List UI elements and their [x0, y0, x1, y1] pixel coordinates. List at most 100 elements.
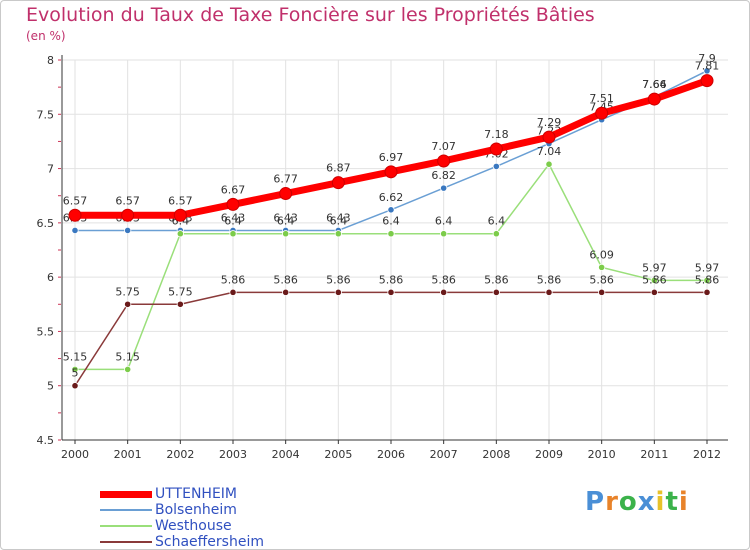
data-point [650, 276, 658, 284]
data-label: 5.15 [115, 350, 140, 363]
data-label: 6.57 [63, 194, 88, 207]
y-tick-label: 6 [47, 271, 54, 284]
data-label: 5.86 [642, 273, 667, 286]
x-tick-label: 2011 [640, 448, 668, 461]
data-label: 6.4 [488, 215, 506, 228]
y-tick-label: 7.5 [37, 108, 55, 121]
proxiti-logo: Proxiti [585, 487, 689, 517]
data-point [700, 74, 714, 88]
data-label: 6.77 [273, 173, 298, 186]
x-tick-label: 2004 [272, 448, 300, 461]
x-tick-label: 2005 [324, 448, 352, 461]
data-point [492, 162, 500, 170]
data-label: 6.57 [168, 194, 193, 207]
data-label: 7.64 [642, 78, 667, 91]
data-label: 5.86 [589, 273, 614, 286]
data-label: 5.86 [484, 273, 509, 286]
data-label: 5.86 [273, 273, 298, 286]
data-point [440, 288, 448, 296]
legend-label: UTTENHEIM [155, 486, 238, 502]
data-label: 7.18 [484, 128, 509, 141]
data-point [598, 288, 606, 296]
data-label: 7.51 [589, 92, 614, 105]
x-tick-label: 2003 [219, 448, 247, 461]
data-point [331, 176, 345, 190]
data-point [71, 382, 79, 390]
data-label: 6.82 [431, 169, 456, 182]
data-point [124, 300, 132, 308]
data-point [226, 197, 240, 211]
data-label: 5.86 [431, 273, 456, 286]
x-tick-label: 2009 [535, 448, 563, 461]
logo-letter: x [637, 487, 656, 517]
data-point [598, 263, 606, 271]
y-tick-label: 5.5 [37, 325, 55, 338]
legend-label: Westhouse [155, 518, 232, 534]
data-label: 6.43 [221, 211, 246, 224]
data-point [384, 165, 398, 179]
data-point [173, 208, 187, 222]
data-label: 6.09 [589, 248, 614, 261]
data-point [545, 160, 553, 168]
data-point [440, 184, 448, 192]
legend-swatch [100, 509, 152, 511]
data-point [229, 288, 237, 296]
logo-letter: r [605, 487, 619, 517]
data-point [387, 206, 395, 214]
data-label: 7.07 [431, 140, 456, 153]
data-point [71, 226, 79, 235]
data-label: 7.9 [698, 52, 716, 65]
logo-letter: P [585, 487, 606, 517]
data-label: 5.75 [168, 285, 193, 298]
data-point [703, 288, 711, 296]
data-label: 6.87 [326, 162, 351, 175]
data-label: 5.86 [379, 273, 404, 286]
data-point [334, 230, 342, 238]
data-label: 5.15 [63, 350, 88, 363]
data-label: 7.29 [537, 116, 562, 129]
data-point [282, 230, 290, 238]
data-point [121, 208, 135, 222]
data-point [229, 230, 237, 238]
data-label: 7.81 [695, 60, 720, 73]
data-label: 6.4 [224, 215, 242, 228]
logo-letter: o [618, 487, 638, 517]
y-tick-label: 4.5 [37, 434, 55, 447]
data-point [647, 92, 661, 106]
logo-letter: t [665, 487, 679, 517]
legend-label: Bolsenheim [155, 502, 237, 518]
data-point [440, 230, 448, 238]
data-point [176, 300, 184, 308]
x-tick-label: 2002 [166, 448, 194, 461]
y-tick-label: 6.5 [37, 217, 55, 230]
y-tick-label: 8 [47, 54, 54, 67]
data-point [703, 67, 711, 75]
data-label: 7.66 [642, 78, 667, 91]
data-point [68, 208, 82, 222]
x-tick-label: 2008 [482, 448, 510, 461]
data-point [595, 106, 609, 120]
data-point [387, 230, 395, 238]
data-label: 6.4 [277, 215, 295, 228]
data-label: 6.62 [379, 191, 404, 204]
data-point [703, 276, 711, 284]
data-label: 6.4 [435, 215, 453, 228]
data-point [489, 142, 503, 156]
data-point [282, 288, 290, 296]
data-label: 6.67 [221, 183, 246, 196]
data-label: 5.97 [695, 261, 720, 274]
x-tick-label: 2000 [61, 448, 89, 461]
data-label: 5.75 [115, 285, 140, 298]
logo-letter: i [678, 487, 689, 517]
data-point [71, 365, 79, 374]
legend-label: Schaeffersheim [155, 534, 264, 550]
data-point [387, 288, 395, 296]
data-label: 5 [72, 367, 79, 380]
data-label: 6.97 [379, 151, 404, 164]
data-label: 5.86 [326, 273, 351, 286]
data-label: 5.86 [221, 273, 246, 286]
data-label: 5.86 [695, 273, 720, 286]
data-label: 6.43 [326, 211, 351, 224]
data-point [334, 288, 342, 296]
